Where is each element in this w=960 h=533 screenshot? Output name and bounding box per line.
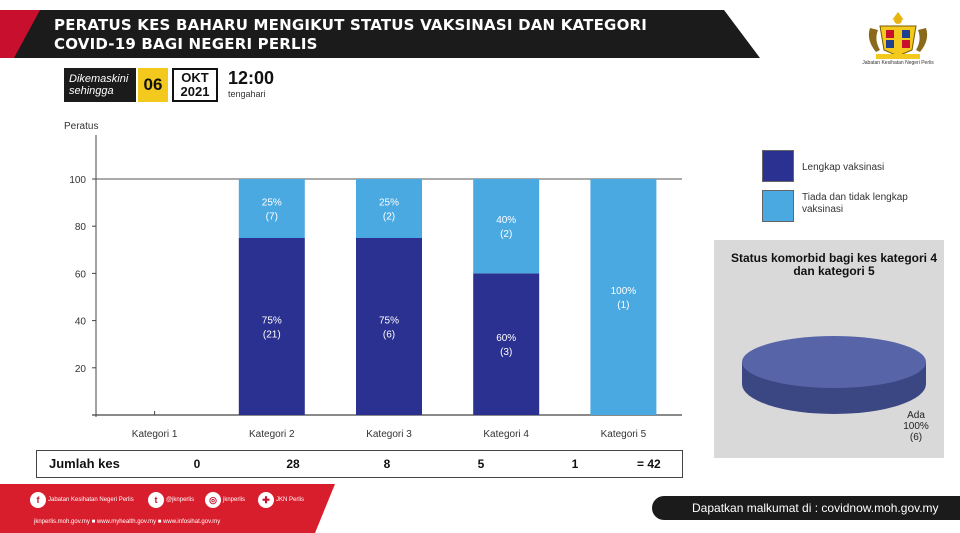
social-jkn-text: JKN Perlis (276, 497, 305, 503)
footer-info: Dapatkan malkumat di : covidnow.moh.gov.… (652, 496, 960, 520)
pie-label-count: (6) (909, 432, 923, 443)
comorbid-pie (742, 336, 926, 414)
legend-swatch-tiada (762, 190, 794, 222)
bar-kategori-4-series-2 (473, 179, 540, 274)
comorbid-panel: Status komorbid bagi kes kategori 4 dan … (714, 240, 944, 458)
x-tick-label-1: Kategori 1 (132, 429, 178, 440)
bar-kategori-2-series-2 (238, 179, 305, 238)
crest-caption: Jabatan Kesihatan Negeri Perlis (862, 60, 934, 66)
update-month-year: OKT 2021 (172, 68, 218, 102)
pie-label: Ada 100% (6) (886, 410, 946, 443)
legend-label-lengkap: Lengkap vaksinasi (802, 162, 885, 173)
legend-item-tiada: Tiada dan tidak lengkap vaksinasi (762, 190, 942, 230)
social-twitter-text: @jknperlis (166, 497, 195, 503)
data-label-count-4-1: (3) (500, 347, 512, 358)
data-label-count-2-1: (21) (263, 330, 281, 341)
legend-swatch-lengkap (762, 150, 794, 182)
x-tick-label-2: Kategori 2 (249, 429, 295, 440)
y-tick-label-100: 100 (69, 175, 86, 186)
pie-slice-ada (742, 336, 926, 388)
update-month: OKT (181, 70, 209, 85)
bar-kategori-4-series-1 (473, 273, 540, 415)
footer-shape (0, 484, 335, 533)
update-year: 2021 (180, 84, 210, 99)
total-kategori-3: 8 (383, 457, 391, 471)
data-label-pct-5-2: 100% (611, 286, 637, 297)
data-label-count-2-2: (7) (266, 212, 278, 223)
data-label-pct-3-2: 25% (379, 198, 399, 209)
pie-label-name: Ada (907, 410, 925, 421)
social-instagram[interactable]: ◎ jknperlis (205, 492, 245, 508)
legend-label-tiada: Tiada dan tidak lengkap vaksinasi (802, 192, 908, 215)
data-label-pct-2-1: 75% (262, 316, 282, 327)
legend-item-lengkap: Lengkap vaksinasi (762, 150, 942, 190)
footer-social-bar: f Jabatan Kesihatan Negeri Perlis t @jknpe… (0, 484, 335, 533)
data-label-pct-4-2: 40% (496, 215, 516, 226)
y-tick-label-40: 40 (75, 317, 87, 328)
data-label-pct-2-2: 25% (262, 198, 282, 209)
total-sum: = 42 (637, 457, 661, 471)
pie-label-pct: 100% (903, 421, 929, 432)
update-time-suffix: tengahari (228, 89, 266, 99)
x-tick-label-5: Kategori 5 (601, 429, 647, 440)
data-label-count-5-2: (1) (617, 300, 629, 311)
total-kategori-2: 28 (286, 457, 300, 471)
data-label-count-3-1: (6) (383, 330, 395, 341)
header-banner: PERATUS KES BAHARU MENGIKUT STATUS VAKSI… (0, 10, 760, 58)
comorbid-title: Status komorbid bagi kes kategori 4 dan … (730, 251, 938, 278)
totals-label: Jumlah kes (49, 456, 120, 471)
bar-kategori-3-series-1 (356, 238, 422, 415)
footer-links[interactable]: jknperlis.moh.gov.my ■ www.myhealth.gov.… (34, 519, 221, 525)
bar-kategori-2-series-1 (238, 238, 305, 415)
stacked-bar-chart: Peratus 20 40 60 80 100 Kategori 1 75% (21) 25% (7… (64, 121, 682, 440)
total-kategori-5: 1 (571, 457, 579, 471)
social-facebook[interactable]: f Jabatan Kesihatan Negeri Perlis (30, 492, 134, 508)
instagram-icon: ◎ (205, 492, 221, 508)
total-kategori-4: 5 (477, 457, 485, 471)
update-time: 12:00 (228, 68, 275, 88)
x-tick-label-3: Kategori 3 (366, 429, 412, 440)
page-title: PERATUS KES BAHARU MENGIKUT STATUS VAKSI… (54, 16, 648, 53)
update-day: 06 (138, 68, 168, 102)
social-instagram-text: jknperlis (223, 497, 246, 503)
update-label: Dikemaskini sehingga (64, 68, 136, 102)
twitter-icon: t (148, 492, 164, 508)
social-facebook-text: Jabatan Kesihatan Negeri Perlis (48, 497, 134, 503)
data-label-pct-4-1: 60% (496, 333, 516, 344)
data-label-pct-3-1: 75% (379, 316, 399, 327)
y-tick-label-60: 60 (75, 269, 87, 280)
bar-kategori-3-series-2 (356, 179, 422, 238)
y-tick-label-20: 20 (75, 364, 87, 375)
social-jkn[interactable]: ✚ JKN Perlis (258, 492, 304, 508)
bar-kategori-5-series-2 (590, 179, 657, 415)
data-label-count-4-2: (2) (500, 229, 512, 240)
x-tick-label-4: Kategori 4 (483, 429, 529, 440)
social-twitter[interactable]: t @jknperlis (148, 492, 194, 508)
jkn-icon: ✚ (258, 492, 274, 508)
coat-of-arms-logo (858, 6, 938, 76)
y-axis-label: Peratus (64, 121, 98, 132)
total-kategori-1: 0 (193, 457, 201, 471)
y-tick-label-80: 80 (75, 222, 87, 233)
totals-row: Jumlah kes 0 28 8 5 1 = 42 (36, 450, 683, 478)
data-label-count-3-2: (2) (383, 212, 395, 223)
chart-legend: Lengkap vaksinasi Tiada dan tidak lengka… (762, 150, 942, 230)
banner-shape (0, 10, 760, 58)
facebook-icon: f (30, 492, 46, 508)
